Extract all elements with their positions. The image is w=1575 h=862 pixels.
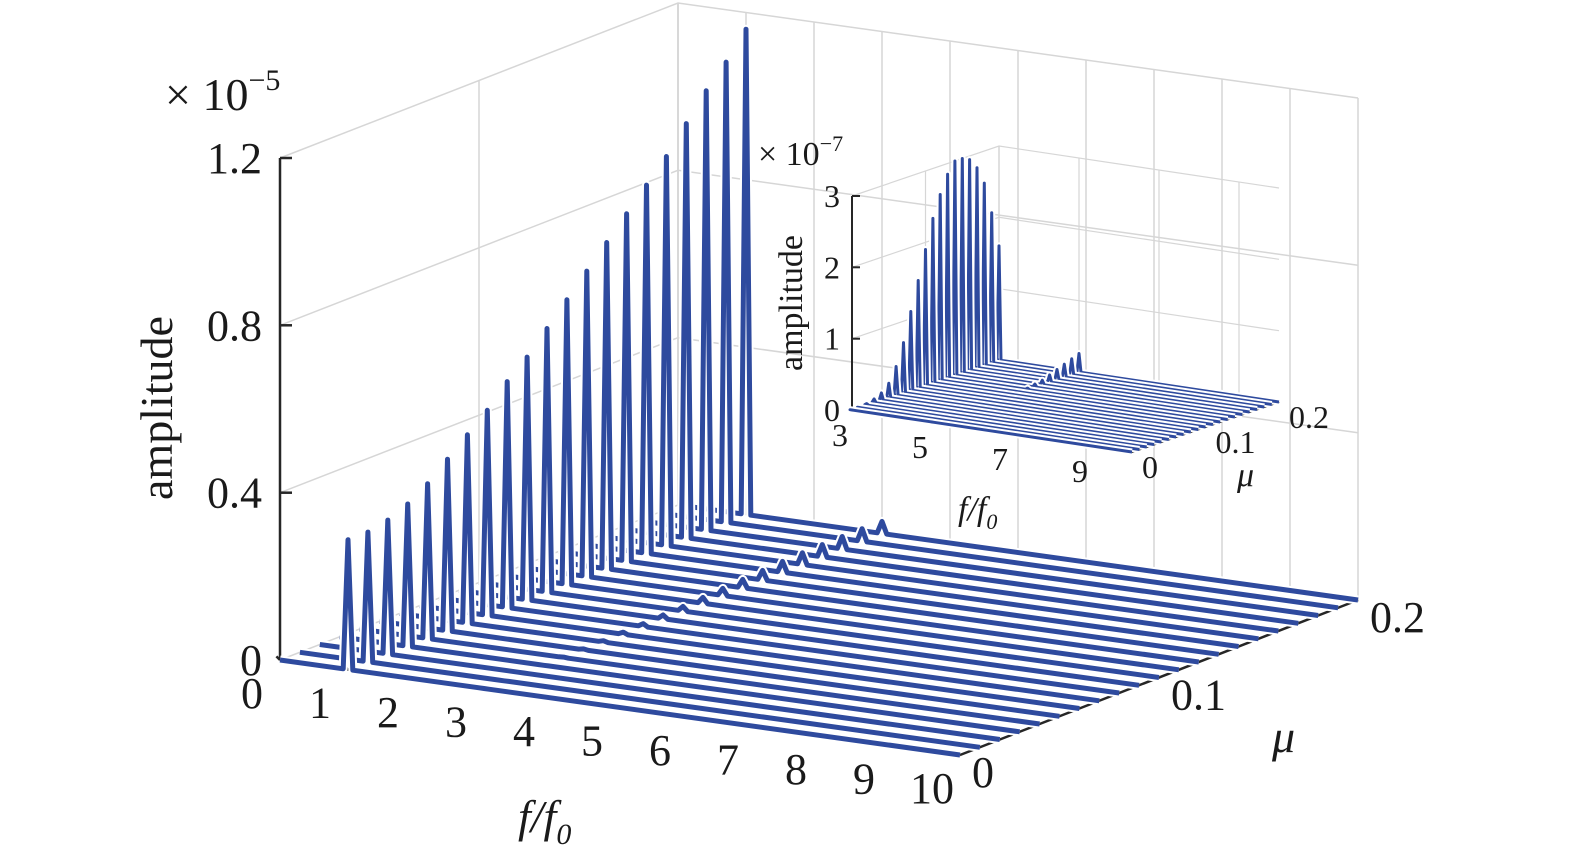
inset-traces: [846, 155, 1280, 456]
inset-trace-line: [877, 391, 1162, 444]
inset-trace-line: [863, 402, 1147, 449]
inset-trace-line: [966, 158, 1250, 414]
main-trace-line: [379, 456, 1060, 719]
main-multiplier: × 10−5: [165, 64, 280, 120]
inset-trace-line: [929, 216, 1214, 426]
main-x-tick-label: 7: [717, 736, 739, 785]
inset-x-tick-label: 3: [832, 417, 848, 453]
inset-trace-line: [892, 365, 1177, 439]
inset-trace-line: [870, 397, 1155, 446]
main-trace-line: [399, 432, 1080, 711]
main-labels: × 10−5 amplitude f/f0 μ: [131, 64, 1295, 851]
main-trace-line: [578, 182, 1259, 642]
inset-trace-line: [855, 405, 1140, 451]
main-trace-line: [299, 529, 981, 750]
main-y-tick-label: 0.1: [1171, 671, 1226, 720]
inset-trace-line: [914, 279, 1199, 431]
main-x-tick: [275, 655, 281, 661]
main-y-tick-label: 0.2: [1370, 593, 1425, 642]
main-trace-line: [339, 501, 1021, 735]
main-x-tick-label: 10: [910, 764, 954, 813]
main-y-axis-label: μ: [1271, 711, 1295, 762]
main-trace-line: [558, 211, 1239, 649]
main-x-axis-label: f/f0: [518, 791, 571, 851]
inset-trace-line: [885, 381, 1170, 441]
inset-x-tick-label: 9: [1072, 453, 1088, 489]
inset-labels: × 10−7 amplitude f/f0 μ: [758, 131, 1254, 534]
main-x-tick-label: 2: [377, 688, 399, 737]
inset-x-axis-label: f/f0: [958, 491, 997, 534]
main-trace-line: [617, 121, 1299, 626]
main-z-tick-label: 0: [240, 636, 262, 685]
inset-trace-line: [907, 310, 1192, 434]
inset-y-tick-label: 0: [1142, 449, 1158, 485]
main-x-tick-label: 8: [785, 745, 807, 794]
inset-trace-line: [951, 159, 1236, 419]
main-trace-line: [657, 59, 1339, 611]
main-x-tick-label: 5: [581, 717, 603, 766]
inset-y-tick-label: 0.1: [1216, 424, 1256, 460]
main-x-tick-label: 3: [445, 698, 467, 747]
inset-trace-line: [958, 157, 1243, 416]
main-traces: [279, 24, 1359, 760]
main-x-tick-label: 6: [649, 726, 671, 775]
main-trace-line: [458, 354, 1140, 688]
main-z-tick-label: 0.4: [207, 469, 262, 518]
main-trace-line: [418, 407, 1100, 704]
main-z-tick-label: 0.8: [207, 301, 262, 350]
main-trace-line: [279, 537, 961, 758]
inset-trace-line: [848, 408, 1133, 454]
inset-trace-line: [973, 166, 1258, 411]
inset-z-tick-label: 2: [824, 249, 840, 285]
inset-z-tick-label: 3: [824, 178, 840, 214]
inset-x-tick-label: 7: [992, 441, 1008, 477]
inset-trace-line: [988, 211, 1272, 406]
main-x-tick-label: 0: [241, 669, 263, 718]
inset-multiplier: × 10−7: [758, 131, 843, 173]
inset-trace-line: [995, 244, 1280, 404]
main-trace-line: [319, 517, 1001, 742]
main-trace-line: [598, 154, 1279, 634]
main-trace-line: [677, 26, 1359, 603]
main-grid-z-line: [279, 169, 1359, 326]
inset-z-tick-label: 1: [824, 321, 840, 357]
inset-trace-line: [944, 172, 1228, 421]
main-x-tick-label: 4: [513, 707, 535, 756]
inset-z-tick-label: 0: [824, 392, 840, 428]
inset-axes: 0 1 2 3 3 5 7 9 0 0.1 0.2: [824, 178, 1329, 489]
inset-y-tick-label: 0.2: [1289, 399, 1329, 435]
main-trace-line: [478, 326, 1160, 680]
main-trace-line: [637, 88, 1319, 618]
inset-y-axis-label: μ: [1236, 457, 1254, 494]
main-trace-line: [538, 240, 1220, 657]
main-trace-line: [518, 268, 1200, 665]
main-trace-line: [359, 481, 1040, 727]
inset-grid-z-line: [851, 145, 1280, 197]
main-z-axis-label: amplitude: [131, 316, 182, 500]
inset-x-tick-label: 5: [912, 429, 928, 465]
main-x-tick-label: 9: [853, 755, 875, 804]
main-trace-line: [438, 379, 1120, 696]
inset-trace-line: [922, 248, 1206, 429]
inset-trace-line: [936, 193, 1221, 424]
inset-trace-line: [900, 341, 1184, 436]
main-z-tick-label: 1.2: [207, 134, 262, 183]
main-y-tick-label: 0: [972, 748, 994, 797]
inset-trace-line: [980, 181, 1265, 409]
inset-z-axis-label: amplitude: [773, 235, 810, 371]
main-x-tick-label: 1: [309, 679, 331, 728]
main-trace-line: [498, 297, 1180, 673]
